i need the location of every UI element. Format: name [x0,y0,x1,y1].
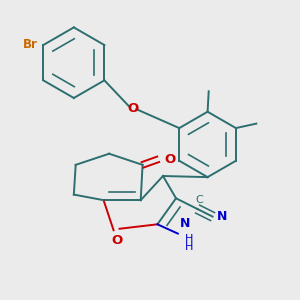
Text: O: O [111,234,122,247]
Text: Br: Br [23,38,38,51]
Text: O: O [128,101,139,115]
Text: N: N [217,210,227,223]
Text: O: O [165,153,176,166]
Text: C: C [196,195,203,206]
Text: N: N [180,217,190,230]
Text: H: H [185,242,194,252]
Text: H: H [185,234,194,244]
